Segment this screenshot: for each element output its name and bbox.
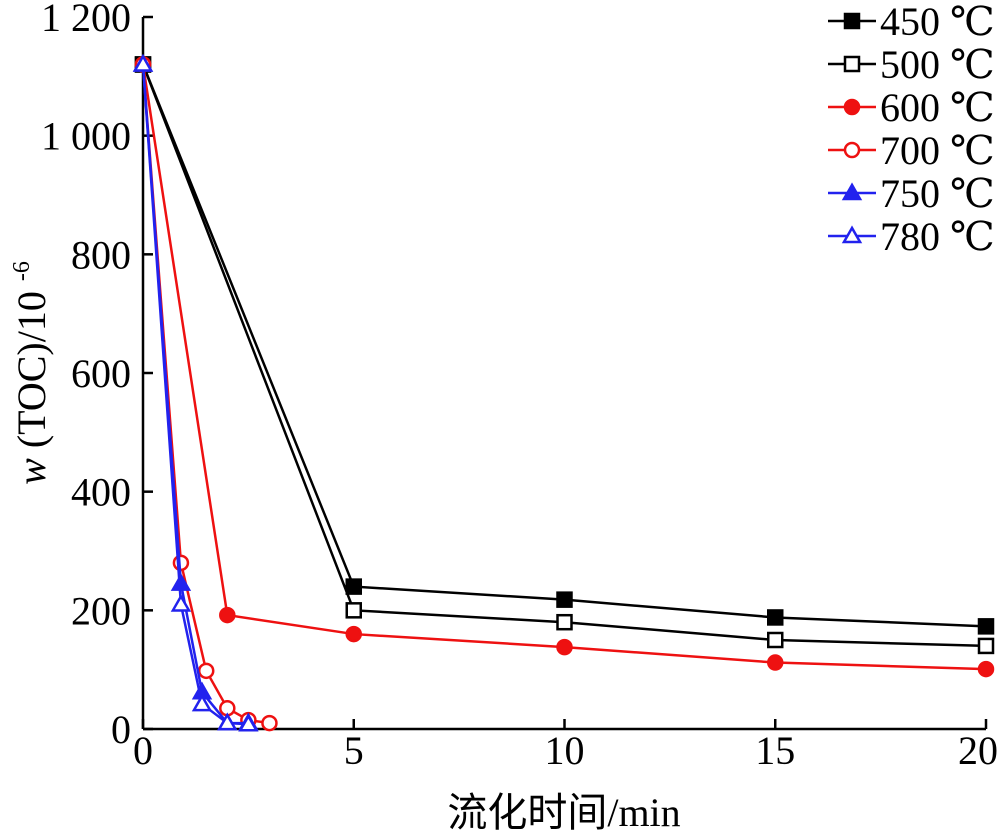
legend-label: 500 ℃ (880, 42, 995, 87)
y-axis-label-var: w (9, 458, 54, 485)
series-0 (134, 56, 995, 635)
data-point (197, 662, 215, 680)
legend-label: 600 ℃ (880, 85, 995, 130)
y-tick-label: 1 200 (41, 0, 131, 40)
data-point (191, 693, 213, 712)
legend-marker (843, 98, 861, 116)
legend-item: 750 ℃ (828, 171, 995, 216)
data-point (261, 714, 278, 732)
svg-text:w (TOC)/10 -6: w (TOC)/10 -6 (9, 261, 54, 485)
series-5 (132, 53, 259, 732)
data-point (977, 637, 995, 655)
data-point (977, 618, 995, 635)
legend-item: 600 ℃ (828, 85, 995, 130)
data-point (345, 625, 362, 643)
legend-item: 780 ℃ (828, 214, 995, 259)
x-tick-label: 15 (755, 728, 795, 773)
data-point (238, 713, 259, 732)
legend-marker (841, 182, 863, 201)
y-axis-label: w (TOC)/10 -6 (9, 261, 54, 485)
x-tick-label: 10 (545, 728, 585, 773)
legend-marker (843, 141, 861, 159)
data-point (977, 660, 995, 678)
x-tick-label: 5 (344, 728, 364, 773)
y-tick-label: 0 (111, 707, 131, 752)
data-point (767, 654, 784, 671)
x-ticks: 0 5 10 15 20 (133, 719, 998, 773)
series-layer (132, 53, 995, 732)
legend-label: 700 ℃ (880, 128, 995, 173)
x-tick-label: 0 (133, 728, 153, 773)
legend-marker (841, 225, 863, 244)
data-point (170, 593, 192, 612)
legend-label: 780 ℃ (880, 214, 995, 259)
legend-item: 700 ℃ (828, 128, 995, 173)
legend-marker (843, 12, 861, 30)
legend-marker (843, 55, 861, 73)
data-point (217, 712, 238, 731)
y-tick-label: 200 (71, 588, 131, 633)
legend-label: 750 ℃ (880, 171, 995, 216)
y-tick-label: 400 (71, 470, 131, 515)
data-point (767, 631, 784, 649)
x-axis-label: 流化时间/min (447, 790, 680, 833)
y-ticks: 0 200 400 600 800 1 000 1 200 (41, 0, 153, 752)
y-tick-label: 800 (71, 232, 131, 277)
data-point (219, 606, 236, 624)
data-point (345, 578, 362, 595)
series-line (141, 64, 987, 671)
data-point (345, 602, 362, 619)
y-tick-label: 600 (71, 351, 131, 396)
data-point (556, 613, 573, 631)
y-tick-label: 1 000 (41, 114, 131, 159)
data-point (132, 53, 154, 72)
series-1 (134, 56, 995, 655)
data-point (556, 638, 573, 656)
legend-label: 450 ℃ (880, 0, 995, 44)
legend-item: 450 ℃ (828, 0, 995, 44)
y-axis-label-rest: (TOC)/10 (9, 291, 54, 448)
data-point (767, 609, 784, 626)
series-line (141, 64, 270, 725)
legend-item: 500 ℃ (828, 42, 995, 87)
x-tick-label: 20 (958, 728, 998, 773)
data-point (556, 591, 573, 608)
y-axis-label-exp: -6 (9, 261, 35, 281)
